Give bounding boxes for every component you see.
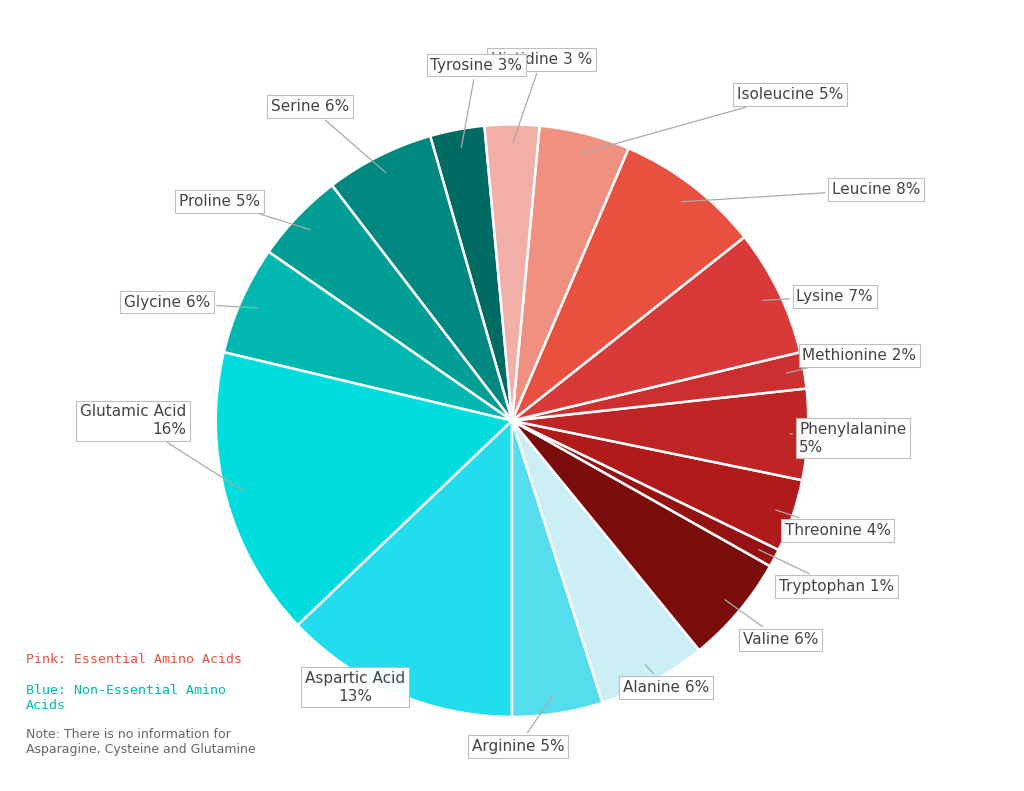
Text: Histidine 3 %: Histidine 3 %: [490, 51, 592, 142]
Text: Lysine 7%: Lysine 7%: [763, 289, 873, 304]
Text: Leucine 8%: Leucine 8%: [682, 182, 921, 202]
Wedge shape: [512, 421, 603, 717]
Text: Threonine 4%: Threonine 4%: [775, 510, 891, 538]
Wedge shape: [512, 149, 744, 421]
Text: Arginine 5%: Arginine 5%: [472, 695, 564, 754]
Text: Valine 6%: Valine 6%: [725, 600, 818, 647]
Wedge shape: [512, 237, 800, 421]
Text: Proline 5%: Proline 5%: [179, 194, 310, 229]
Wedge shape: [268, 185, 512, 421]
Text: Methionine 2%: Methionine 2%: [786, 348, 916, 373]
Wedge shape: [512, 421, 770, 650]
Wedge shape: [512, 421, 802, 550]
Text: Alanine 6%: Alanine 6%: [623, 664, 710, 694]
Wedge shape: [224, 252, 512, 421]
Text: Glutamic Acid
16%: Glutamic Acid 16%: [80, 404, 244, 491]
Text: Serine 6%: Serine 6%: [270, 99, 386, 172]
Text: Tyrosine 3%: Tyrosine 3%: [430, 58, 522, 147]
Wedge shape: [484, 124, 540, 421]
Text: Phenylalanine
5%: Phenylalanine 5%: [790, 422, 906, 455]
Wedge shape: [512, 421, 778, 566]
Text: Glycine 6%: Glycine 6%: [124, 295, 258, 310]
Wedge shape: [298, 421, 512, 717]
Text: Aspartic Acid
13%: Aspartic Acid 13%: [305, 671, 406, 703]
Wedge shape: [216, 352, 512, 625]
Wedge shape: [512, 126, 629, 421]
Text: Pink: Essential Amino Acids: Pink: Essential Amino Acids: [26, 653, 242, 665]
Text: Blue: Non-Essential Amino
Acids: Blue: Non-Essential Amino Acids: [26, 684, 225, 712]
Wedge shape: [430, 126, 512, 421]
Text: Tryptophan 1%: Tryptophan 1%: [759, 550, 894, 594]
Wedge shape: [512, 421, 699, 702]
Wedge shape: [512, 352, 807, 421]
Wedge shape: [332, 136, 512, 421]
Wedge shape: [512, 388, 808, 480]
Text: Note: There is no information for
Asparagine, Cysteine and Glutamine: Note: There is no information for Aspara…: [26, 728, 255, 755]
Text: Isoleucine 5%: Isoleucine 5%: [583, 87, 844, 153]
